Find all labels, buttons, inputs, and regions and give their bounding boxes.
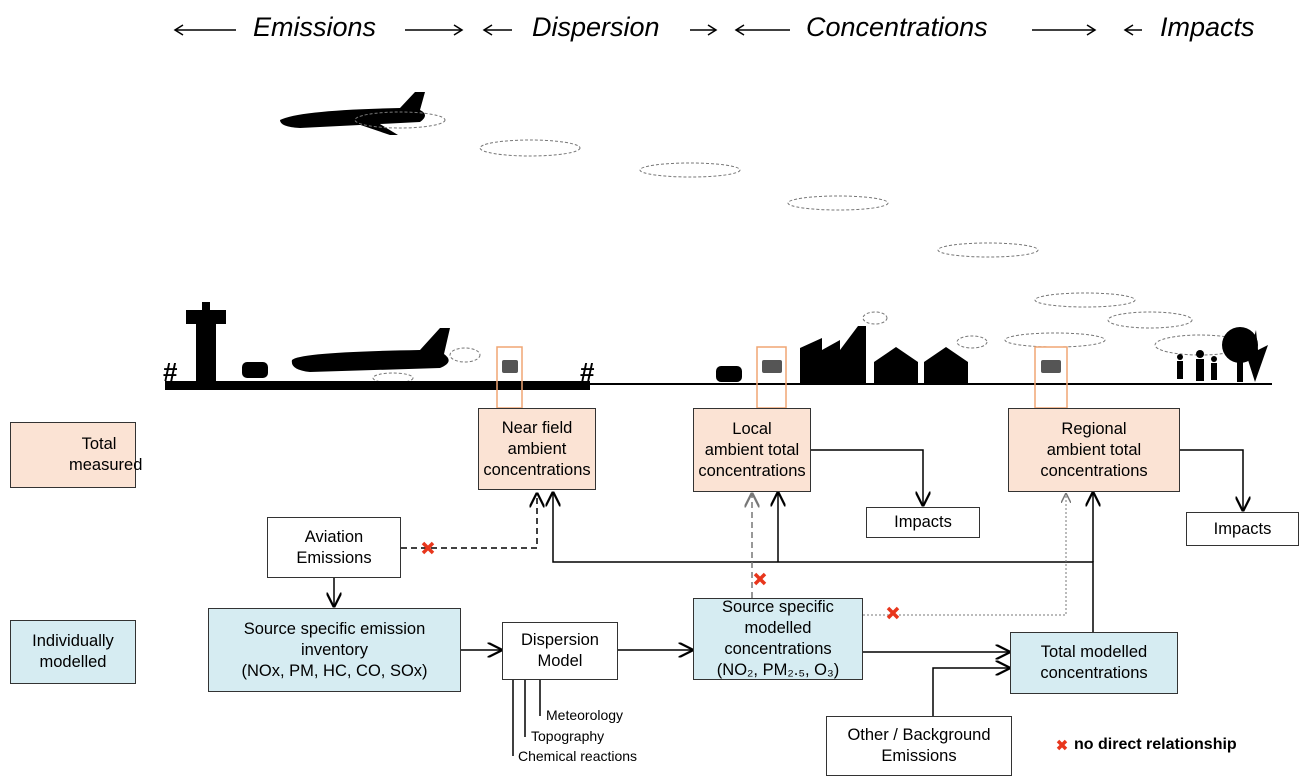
node-label: concentrations xyxy=(483,460,591,479)
stage-label: Impacts xyxy=(1160,12,1255,42)
node-label: Model xyxy=(537,652,583,670)
node-label: concentrations xyxy=(724,640,832,658)
factor: Meteorology xyxy=(546,707,624,723)
node-label: concentrations xyxy=(1040,461,1148,480)
svg-text:#: # xyxy=(163,357,178,387)
node-label: Impacts xyxy=(1213,519,1272,538)
stage-label: Dispersion xyxy=(532,12,660,42)
node-box: Dispersion Model xyxy=(502,622,618,680)
node-box: Near field ambient concentrations xyxy=(478,408,596,490)
node-box: Aviation Emissions xyxy=(267,517,401,578)
node-label: Emissions xyxy=(881,747,957,765)
node-label: Dispersion xyxy=(521,631,599,649)
node-label: ambient total xyxy=(704,440,800,459)
node-label: concentrations xyxy=(1040,664,1148,682)
node-label: Source specific xyxy=(722,598,834,616)
node-label: modelled xyxy=(744,619,812,637)
node-label: Total modelled xyxy=(1040,643,1148,661)
scene: # # xyxy=(17,92,1272,450)
connectors xyxy=(334,449,1243,756)
node-label: Local xyxy=(732,419,772,438)
node-box: Source specific modelled concentrations (NO… xyxy=(693,598,863,680)
node-box: Impacts xyxy=(866,507,980,538)
node-label: Near field xyxy=(501,418,573,437)
node-label: (NOx, PM, HC, CO, SOx) xyxy=(241,661,428,680)
node-label: (NO₂, PM₂.₅, O₃) xyxy=(716,661,840,679)
header-arrows xyxy=(173,24,1142,36)
no-relation-marks xyxy=(421,541,1068,751)
svg-text:#: # xyxy=(580,357,595,387)
node-box: Local ambient total concentrations xyxy=(693,408,811,492)
node-label: Source specific emission xyxy=(243,619,426,638)
node-label: Aviation xyxy=(304,527,364,546)
factor: Topography xyxy=(531,728,605,744)
legend-text: Individually xyxy=(32,632,114,650)
legend-text: Total measured xyxy=(69,435,143,474)
node-box: Source specific emission inventory (NOx, P… xyxy=(208,608,461,692)
node-label: ambient xyxy=(507,439,567,458)
node-box: Impacts xyxy=(1186,512,1299,546)
node-box: Regional ambient total concentrations xyxy=(1008,408,1180,492)
node-box: Total modelled concentrations xyxy=(1010,632,1178,694)
stage-label: Concentrations xyxy=(806,12,988,42)
node-label: concentrations xyxy=(698,461,806,480)
legend-no-relation: no direct relationship xyxy=(1074,736,1237,753)
factor: Chemical reactions xyxy=(518,748,638,764)
node-label: ambient total xyxy=(1046,440,1142,459)
legend-text: modelled xyxy=(39,653,107,671)
legend-measured: Total measured xyxy=(10,422,143,488)
node-label: inventory xyxy=(301,640,368,659)
stage-label: Emissions xyxy=(253,12,377,42)
node-label: Regional xyxy=(1061,419,1127,438)
legend-modelled: Individually modelled xyxy=(10,620,136,684)
node-label: Other / Background xyxy=(847,726,991,744)
node-box: Other / Background Emissions xyxy=(826,716,1012,776)
node-label: Emissions xyxy=(296,548,372,567)
node-label: Impacts xyxy=(894,513,952,531)
